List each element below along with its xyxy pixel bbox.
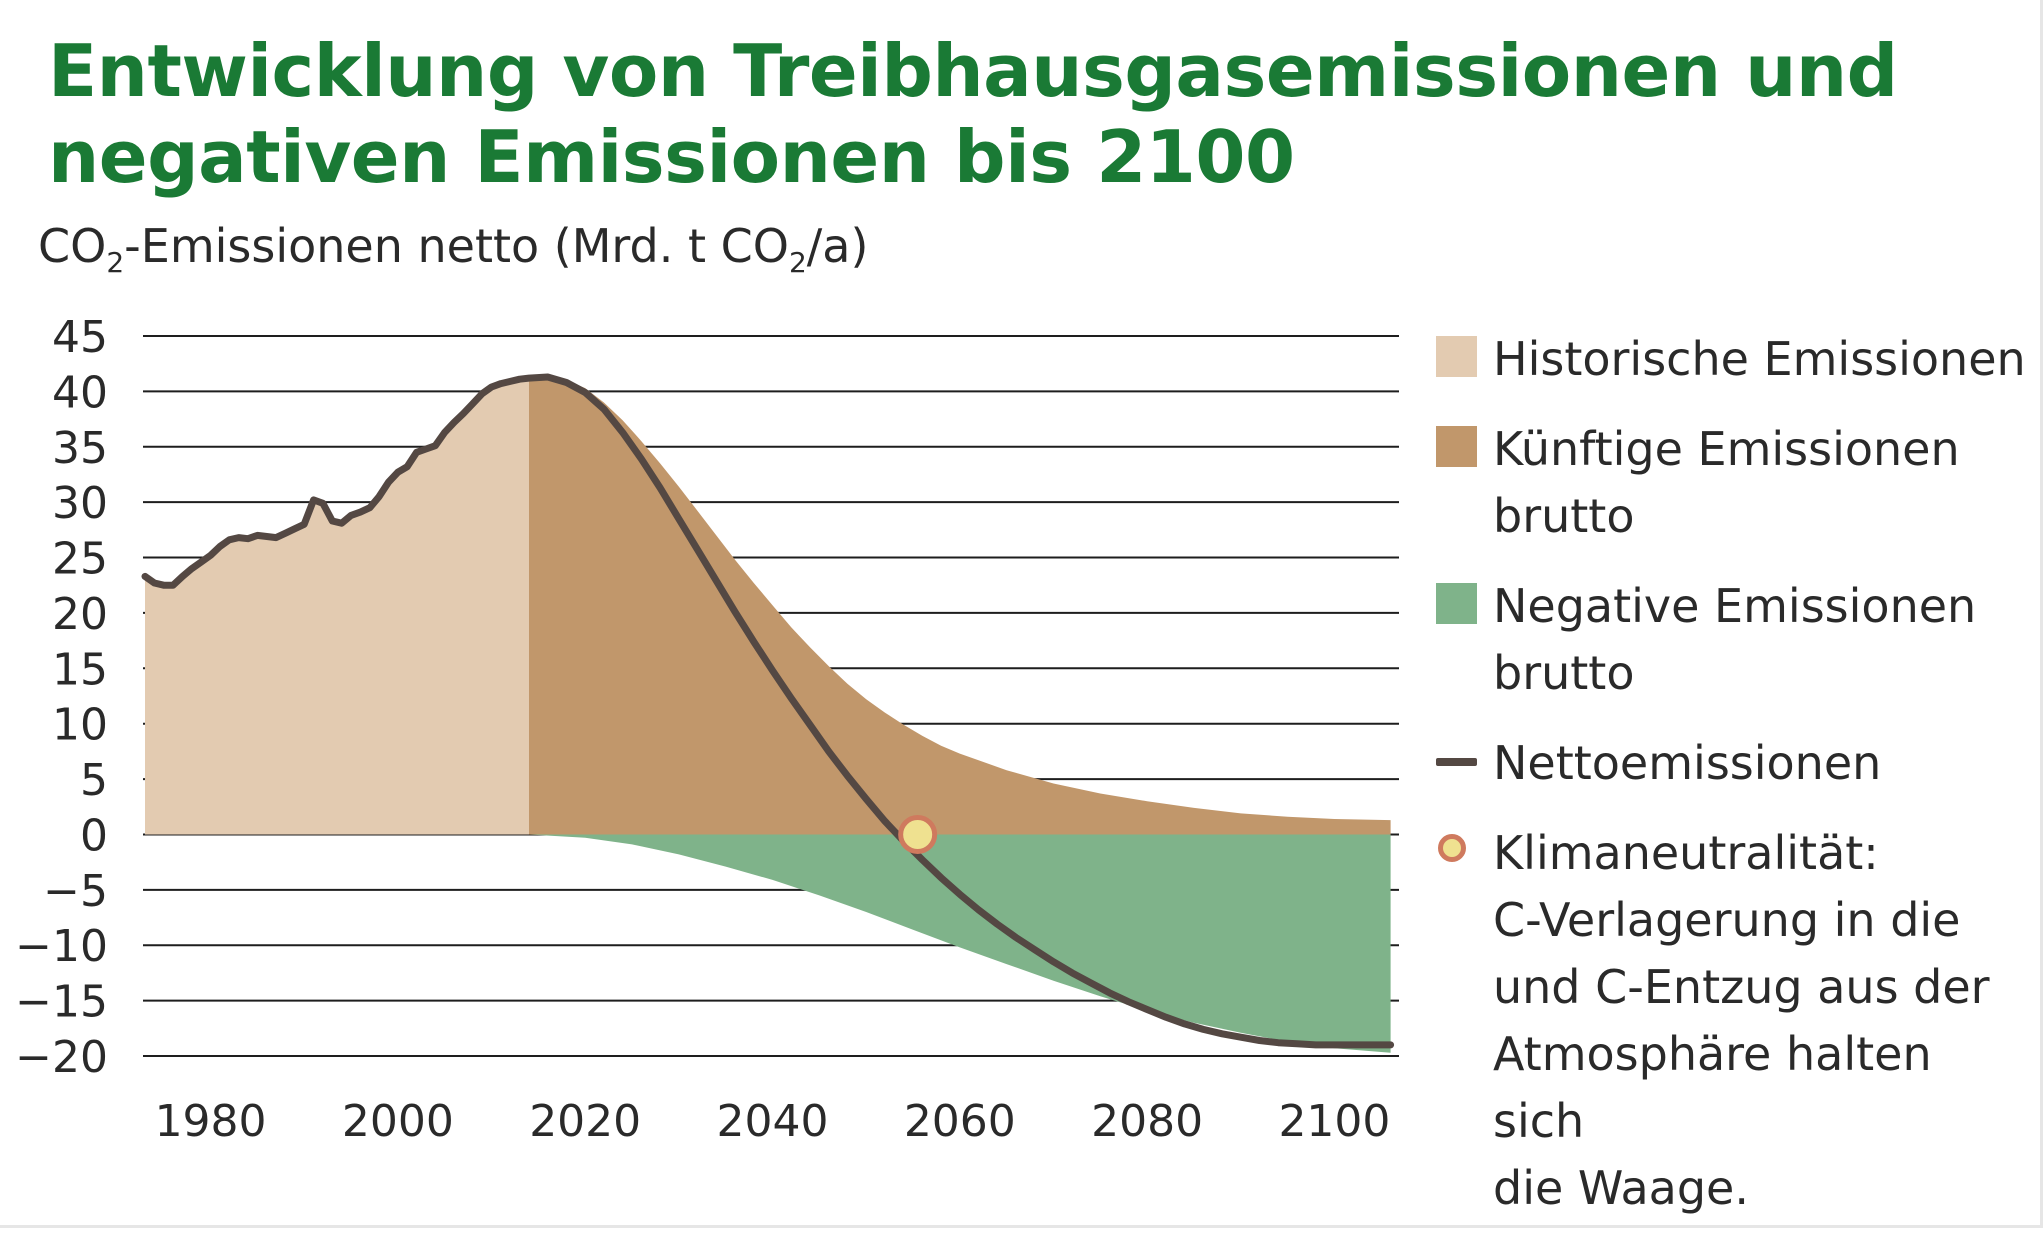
y-axis-label: CO2-Emissionen netto (Mrd. t CO2/a) [38, 218, 868, 291]
y-tick-label: −10 [15, 921, 108, 972]
area-future-gross-emissions [529, 377, 1391, 835]
area-layer [145, 377, 1391, 1053]
y-tick-label: 5 [80, 755, 108, 806]
y-tick-label: −20 [15, 1032, 108, 1083]
y-axis-label-sub2: 2 [788, 246, 807, 279]
legend-label-net-emissions: Nettoemissionen [1493, 736, 1882, 790]
y-tick-label: −5 [43, 866, 108, 917]
legend-item-historical: Historische Emissionen [1436, 326, 2026, 393]
y-tick-label: 30 [52, 478, 108, 529]
y-tick-label: 35 [52, 423, 108, 474]
x-tick-label: 2020 [529, 1096, 641, 1147]
legend-swatch-future-gross [1436, 426, 1477, 467]
legend-item-future-gross: Künftige Emissionen brutto [1436, 416, 2026, 550]
y-tick-label: 15 [52, 644, 108, 695]
legend-label-climate-neutrality: Klimaneutralität: C-Verlagerung in die u… [1493, 826, 1990, 1215]
legend-swatch-negative-gross [1436, 583, 1477, 624]
x-tick-label: 2000 [342, 1096, 454, 1147]
chart-title: Entwicklung von Treibhausgasemissionen u… [48, 29, 1898, 199]
y-tick-label: 25 [52, 534, 108, 585]
legend-label-historical: Historische Emissionen [1493, 332, 2026, 386]
legend-item-negative-gross: Negative Emissionen brutto [1436, 573, 2026, 707]
legend-label-negative-gross: Negative Emissionen brutto [1493, 579, 1977, 700]
y-tick-label: 0 [80, 810, 108, 861]
legend-item-net-emissions: Nettoemissionen [1436, 730, 2026, 797]
legend-swatch-historical [1436, 336, 1477, 377]
x-tick-label: 2060 [904, 1096, 1016, 1147]
x-tick-label: 1980 [155, 1096, 267, 1147]
legend-swatch-net-emissions [1436, 758, 1477, 766]
y-tick-label: −15 [15, 977, 108, 1028]
legend-marker-climate-neutrality [1438, 834, 1466, 862]
y-tick-label: 20 [52, 589, 108, 640]
y-axis-label-middle: -Emissionen netto (Mrd. t CO [124, 219, 789, 273]
x-tick-label: 2040 [717, 1096, 829, 1147]
y-tick-label: 45 [52, 312, 108, 363]
legend: Historische Emissionen Künftige Emission… [1436, 326, 2026, 1245]
line-layer [141, 373, 1395, 1049]
y-axis-label-prefix: CO [38, 219, 107, 273]
y-tick-label: 10 [52, 700, 108, 751]
climate-neutrality-marker [898, 814, 938, 854]
net-emissions-line [141, 373, 1395, 1049]
y-axis-label-sub1: 2 [106, 246, 125, 279]
x-tick-label: 2100 [1278, 1096, 1390, 1147]
legend-label-future-gross: Künftige Emissionen brutto [1493, 422, 1960, 543]
area-negative-gross-emissions [529, 834, 1391, 1053]
legend-item-climate-neutrality: Klimaneutralität: C-Verlagerung in die u… [1436, 820, 2026, 1222]
x-tick-label: 2080 [1091, 1096, 1203, 1147]
y-tick-label: 40 [52, 367, 108, 418]
y-axis-label-suffix: /a) [806, 219, 869, 273]
area-historical-emissions [145, 378, 529, 835]
